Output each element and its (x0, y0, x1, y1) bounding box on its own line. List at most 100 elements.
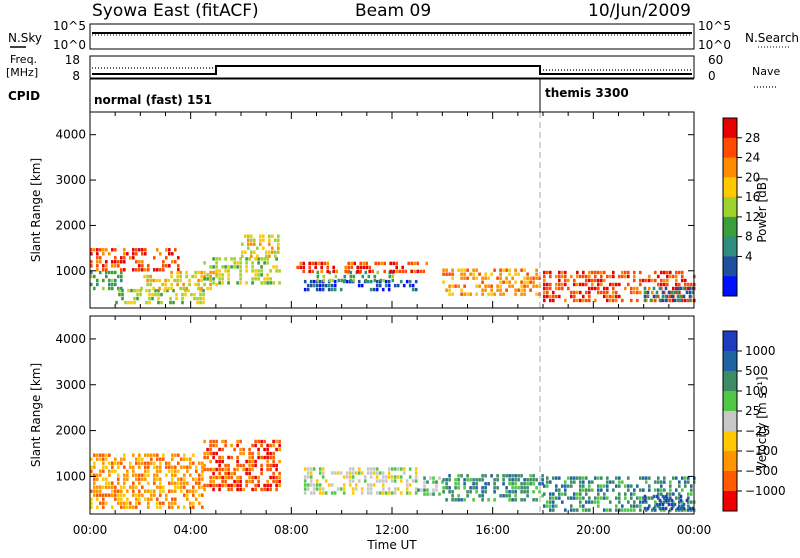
echo-cell (230, 475, 233, 480)
echo-cell (463, 482, 466, 486)
echo-cell (493, 482, 496, 486)
echo-cell (179, 278, 182, 283)
echo-cell (326, 261, 329, 266)
echo-cell (179, 274, 182, 279)
echo-cell (185, 274, 188, 279)
echo-cell (144, 252, 147, 256)
echo-cell (505, 486, 508, 490)
echo-cell (260, 471, 263, 476)
echo-cell (597, 492, 600, 496)
echo-cell (263, 277, 266, 281)
echo-cell (343, 274, 347, 279)
echo-cell (309, 483, 313, 487)
echo-cell (363, 475, 367, 479)
colorbar-tick-label: 12 (745, 210, 760, 224)
echo-cell (576, 282, 579, 287)
echo-cell (99, 501, 102, 505)
echo-cell (174, 465, 177, 469)
echo-cell (108, 278, 111, 283)
echo-cell (168, 469, 171, 473)
echo-cell (132, 485, 135, 489)
echo-cell (215, 273, 218, 277)
colorbar-swatch (723, 371, 737, 392)
echo-cell (481, 474, 484, 478)
echo-cell (212, 281, 215, 285)
echo-cell (499, 276, 502, 280)
echo-cell (199, 296, 202, 301)
echo-cell (675, 270, 678, 275)
echo-cell (381, 471, 385, 475)
echo-cell (432, 488, 435, 492)
echo-cell (203, 274, 206, 279)
echo-cell (411, 479, 415, 483)
echo-cell (256, 254, 259, 258)
echo-cell (158, 278, 161, 283)
echo-cell (114, 248, 117, 252)
echo-cell (660, 492, 663, 496)
echo-cell (678, 270, 681, 275)
colorbar-swatch (723, 177, 737, 198)
echo-cell (487, 498, 490, 502)
echo-cell (615, 294, 618, 299)
echo-cell (463, 292, 466, 296)
echo-cell (399, 479, 403, 483)
echo-cell (396, 487, 400, 491)
echo-cell (499, 288, 502, 292)
echo-cell (555, 504, 558, 508)
echo-cell (150, 461, 153, 465)
echo-cell (538, 482, 541, 486)
echo-cell (333, 491, 337, 495)
echo-cell (266, 479, 269, 484)
echo-cell (678, 484, 681, 488)
echo-cell (254, 257, 257, 261)
echo-cell (357, 479, 361, 483)
echo-cell (138, 481, 141, 485)
echo-cell (600, 274, 603, 279)
echo-cell (260, 257, 263, 261)
echo-cell (678, 492, 681, 496)
echo-cell (175, 296, 178, 301)
echo-cell (448, 486, 451, 490)
echo-cell (209, 451, 212, 456)
echo-cell (239, 257, 242, 261)
echo-cell (661, 298, 665, 303)
echo-cell (202, 296, 205, 301)
echo-cell (505, 490, 508, 494)
echo-cell (669, 298, 672, 303)
echo-cell (266, 447, 269, 452)
echo-cell (96, 489, 99, 493)
echo-cell (679, 506, 683, 511)
echo-cell (384, 279, 388, 284)
echo-cell (215, 261, 218, 265)
echo-cell (257, 269, 260, 273)
echo-cell (549, 496, 552, 500)
echo-cell (618, 480, 621, 484)
echo-cell (212, 443, 215, 448)
echo-cell (484, 474, 487, 478)
echo-cell (239, 447, 242, 452)
echo-cell (603, 278, 606, 283)
echo-cell (687, 476, 690, 480)
echo-cell (145, 288, 148, 293)
echo-cell (546, 286, 549, 291)
echo-cell (154, 288, 157, 293)
echo-cell (90, 274, 93, 279)
echo-cell (490, 288, 493, 292)
echo-cell (648, 286, 651, 291)
echo-cell (546, 480, 549, 484)
echo-cell (209, 483, 212, 488)
echo-cell (312, 483, 316, 487)
echo-cell (171, 481, 174, 485)
echo-cell (202, 288, 205, 293)
echo-cell (141, 252, 144, 256)
echo-cell (391, 274, 395, 279)
echo-cell (675, 282, 678, 287)
echo-cell (121, 292, 124, 297)
echo-cell (549, 270, 552, 275)
echo-cell (132, 465, 135, 469)
echo-cell (176, 270, 179, 275)
echo-cell (278, 439, 281, 444)
echo-cell (180, 481, 183, 485)
echo-cell (393, 491, 397, 495)
